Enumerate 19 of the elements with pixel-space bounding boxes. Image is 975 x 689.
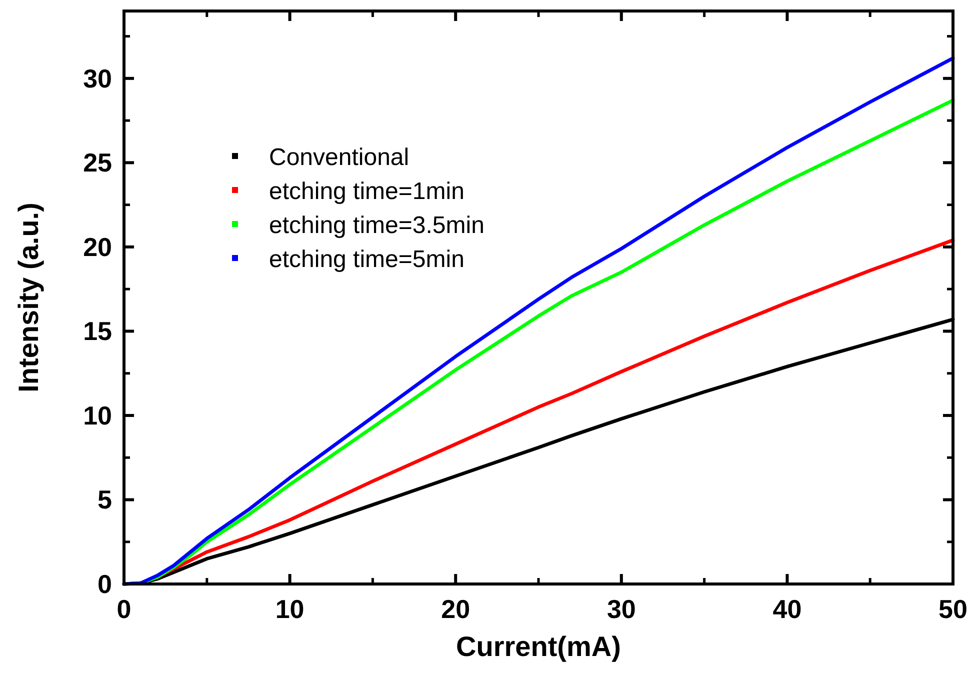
x-tick-label: 0 [116,594,132,624]
y-tick-label: 30 [83,63,112,94]
legend-label: etching time=1min [269,178,464,205]
y-tick-label: 15 [83,316,112,346]
y-tick-label: 25 [83,148,112,178]
y-axis-title: Intensity (a.u.) [13,202,44,392]
legend-label: etching time=5min [269,246,464,273]
x-tick-label: 40 [772,594,802,624]
legend-label: Conventional [269,144,410,171]
legend-label: etching time=3.5min [269,212,484,239]
y-tick-label: 0 [98,569,112,599]
y-tick-label: 10 [83,400,112,430]
x-tick-label: 50 [938,594,968,624]
y-tick-label: 20 [83,232,112,262]
x-axis-title: Current(mA) [456,631,621,662]
y-tick-label: 5 [98,484,112,515]
x-tick-label: 20 [441,594,470,624]
x-tick-label: 30 [606,594,636,624]
x-tick-label: 10 [275,594,304,624]
